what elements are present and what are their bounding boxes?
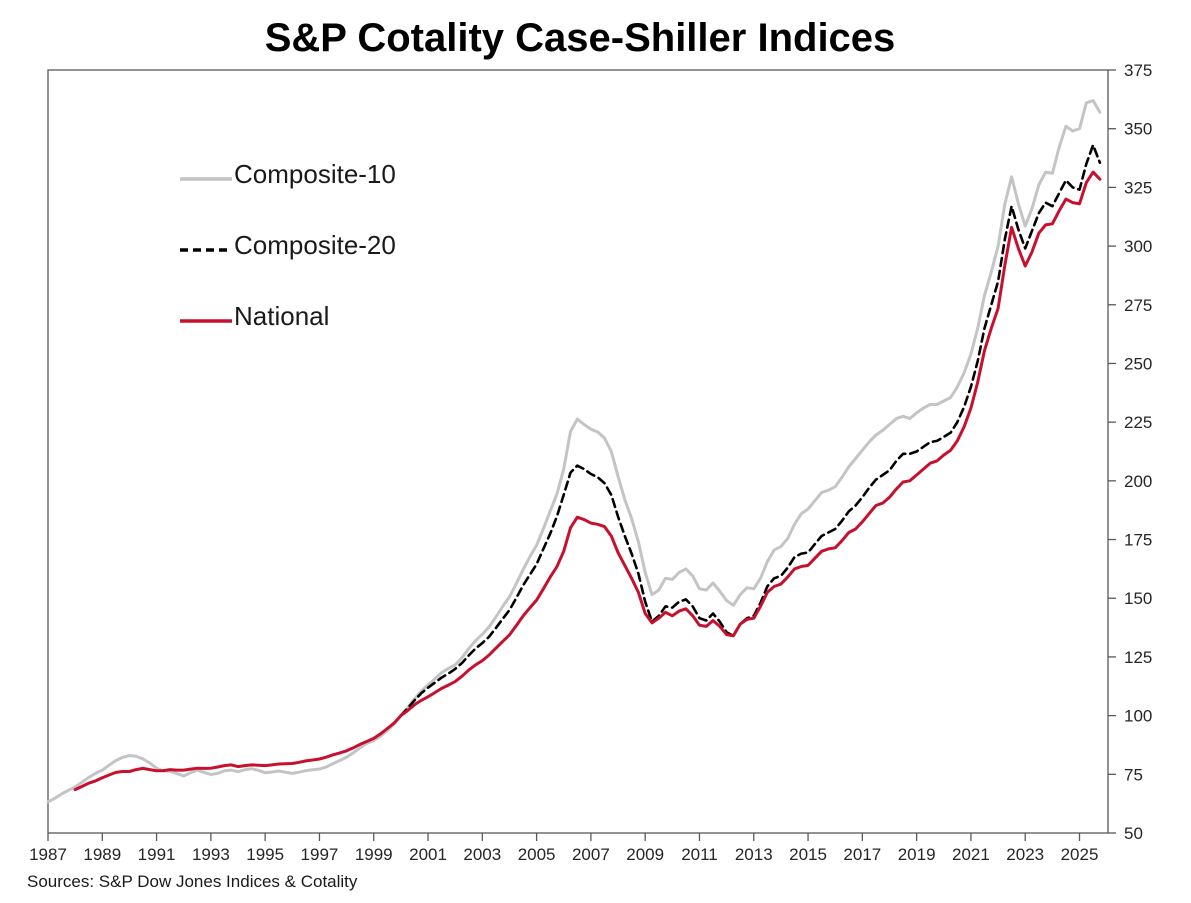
x-tick-label: 2021 — [952, 845, 990, 864]
x-tick-label: 1995 — [246, 845, 284, 864]
x-tick-label: 1987 — [29, 845, 67, 864]
x-tick-label: 2001 — [409, 845, 447, 864]
x-tick-label: 2003 — [463, 845, 501, 864]
y-tick-label: 225 — [1124, 413, 1152, 432]
legend-item-composite-10: Composite-10 — [180, 158, 396, 190]
series-line-composite-10 — [46, 99, 1102, 804]
legend-label-composite-10: Composite-10 — [234, 158, 396, 189]
national-line-swatch — [180, 312, 232, 323]
y-tick-label: 100 — [1124, 707, 1152, 726]
y-tick-label: 200 — [1124, 472, 1152, 491]
y-tick-label: 350 — [1124, 120, 1152, 139]
x-tick-label: 2017 — [843, 845, 881, 864]
x-tick-label: 2019 — [898, 845, 936, 864]
legend-item-national: National — [180, 300, 396, 332]
y-tick-label: 250 — [1124, 354, 1152, 373]
legend-item-composite-20: Composite-20 — [180, 229, 396, 261]
y-tick-label: 125 — [1124, 648, 1152, 667]
y-tick-label: 150 — [1124, 589, 1152, 608]
y-tick-label: 325 — [1124, 178, 1152, 197]
chart-title: S&P Cotality Case-Shiller Indices — [264, 16, 896, 60]
x-tick-label: 2013 — [735, 845, 773, 864]
x-tick-label: 2023 — [1006, 845, 1044, 864]
x-tick-label: 2005 — [518, 845, 556, 864]
y-tick-label: 375 — [1124, 61, 1152, 80]
x-tick-label: 2015 — [789, 845, 827, 864]
series-line-national — [73, 170, 1102, 792]
x-tick-label: 2009 — [626, 845, 664, 864]
x-tick-label: 1991 — [138, 845, 176, 864]
source-note: Sources: S&P Dow Jones Indices & Cotalit… — [27, 872, 358, 891]
composite-20-line-swatch — [180, 241, 232, 252]
chart-legend: Composite-10 Composite-20 National — [180, 158, 396, 332]
y-tick-label: 275 — [1124, 296, 1152, 315]
x-tick-label: 1989 — [83, 845, 121, 864]
composite-10-line-swatch — [180, 170, 232, 181]
legend-label-national: National — [234, 300, 330, 331]
x-tick-label: 2007 — [572, 845, 610, 864]
plot-border — [47, 69, 1109, 834]
y-tick-label: 50 — [1124, 824, 1143, 843]
x-tick-label: 2025 — [1061, 845, 1099, 864]
y-tick-label: 175 — [1124, 531, 1152, 550]
x-tick-label: 1993 — [192, 845, 230, 864]
y-tick-label: 75 — [1124, 765, 1143, 784]
legend-label-composite-20: Composite-20 — [234, 229, 396, 260]
series-line-composite-20 — [399, 143, 1102, 717]
x-tick-label: 2011 — [681, 845, 718, 864]
x-tick-label: 1999 — [355, 845, 393, 864]
x-tick-label: 1997 — [301, 845, 339, 864]
y-tick-label: 300 — [1124, 237, 1152, 256]
